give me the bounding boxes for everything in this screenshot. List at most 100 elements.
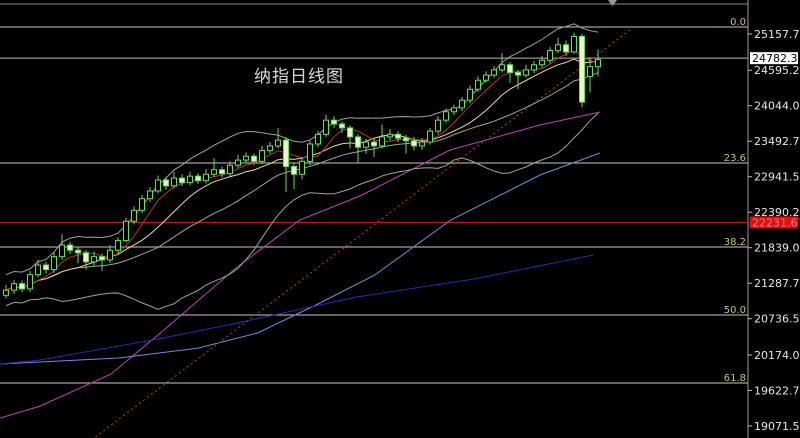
candle-body[interactable] bbox=[203, 173, 209, 182]
candle-body[interactable] bbox=[27, 274, 33, 290]
candle-body[interactable] bbox=[171, 177, 177, 187]
candle-body[interactable] bbox=[75, 249, 81, 254]
candle-body[interactable] bbox=[235, 159, 241, 166]
candle-body[interactable] bbox=[491, 69, 497, 76]
candle-body[interactable] bbox=[51, 256, 57, 271]
candle-body[interactable] bbox=[195, 175, 201, 182]
candle-body[interactable] bbox=[59, 244, 65, 258]
candle-body[interactable] bbox=[91, 256, 97, 263]
candle-body[interactable] bbox=[299, 160, 305, 175]
y-tick-label: 22390.25 bbox=[754, 206, 800, 219]
candle-body[interactable] bbox=[19, 283, 25, 290]
red-level-label: 22231.67 bbox=[752, 216, 800, 229]
candle-body[interactable] bbox=[523, 69, 529, 76]
current-price-label: 24782.33 bbox=[752, 52, 800, 65]
y-tick-label: 21839.00 bbox=[754, 242, 800, 255]
candle-body[interactable] bbox=[275, 139, 281, 147]
candle-body[interactable] bbox=[187, 175, 193, 184]
candle-body[interactable] bbox=[515, 71, 521, 76]
candle-body[interactable] bbox=[323, 119, 329, 135]
y-tick-label: 23492.75 bbox=[754, 135, 800, 148]
candle-body[interactable] bbox=[123, 220, 129, 242]
moving-average-line bbox=[0, 152, 601, 365]
fib-level-label: 38.2 bbox=[724, 237, 746, 248]
candle-body[interactable] bbox=[395, 133, 401, 139]
candle-body[interactable] bbox=[227, 164, 233, 175]
candle-body[interactable] bbox=[379, 136, 385, 147]
candle-body[interactable] bbox=[363, 141, 369, 148]
candle-body[interactable] bbox=[427, 130, 433, 143]
y-tick-label: 20174.00 bbox=[754, 349, 800, 362]
shift-marker-icon[interactable] bbox=[608, 0, 617, 6]
candle-body[interactable] bbox=[251, 155, 257, 162]
red-level-tag bbox=[750, 216, 798, 229]
candle-body[interactable] bbox=[131, 209, 137, 222]
candle-body[interactable] bbox=[467, 88, 473, 101]
candle-body[interactable] bbox=[347, 127, 353, 138]
candle-body[interactable] bbox=[219, 169, 225, 175]
fib-level-label: 0.0 bbox=[730, 17, 746, 28]
candle-body[interactable] bbox=[339, 123, 345, 129]
candle-body[interactable] bbox=[595, 59, 601, 68]
candle-body[interactable] bbox=[579, 35, 585, 103]
candle-body[interactable] bbox=[99, 256, 105, 261]
candle-body[interactable] bbox=[283, 139, 289, 168]
candle-body[interactable] bbox=[259, 149, 265, 162]
candle-body[interactable] bbox=[35, 264, 41, 276]
candle-body[interactable] bbox=[139, 198, 145, 211]
candle-body[interactable] bbox=[211, 169, 217, 175]
candle-body[interactable] bbox=[451, 107, 457, 113]
candle-body[interactable] bbox=[163, 179, 169, 187]
candle-body[interactable] bbox=[499, 64, 505, 71]
candle-body[interactable] bbox=[243, 155, 249, 161]
candle-body[interactable] bbox=[67, 244, 73, 251]
fib-level-label: 23.6 bbox=[724, 153, 746, 164]
candle-body[interactable] bbox=[475, 79, 481, 90]
candle-body[interactable] bbox=[107, 249, 113, 261]
candle-body[interactable] bbox=[115, 240, 121, 251]
chart-title: 纳指日线图 bbox=[254, 67, 344, 86]
candle-body[interactable] bbox=[267, 145, 273, 151]
candle-body[interactable] bbox=[355, 136, 361, 148]
candle-body[interactable] bbox=[387, 133, 393, 138]
moving-average-line bbox=[0, 111, 601, 419]
candle-body[interactable] bbox=[83, 252, 89, 263]
candle-body[interactable] bbox=[11, 283, 17, 291]
candle-body[interactable] bbox=[179, 177, 185, 184]
candle-body[interactable] bbox=[403, 137, 409, 142]
candle-body[interactable] bbox=[539, 59, 545, 66]
candle-body[interactable] bbox=[291, 166, 297, 175]
candle-body[interactable] bbox=[531, 64, 537, 71]
candle-body[interactable] bbox=[331, 119, 337, 125]
candle-body[interactable] bbox=[459, 99, 465, 109]
current-price-tag bbox=[750, 52, 798, 65]
moving-average-line bbox=[0, 254, 594, 365]
candle-body[interactable] bbox=[507, 64, 513, 73]
candle-body[interactable] bbox=[547, 50, 553, 61]
trendline-dashed[interactable] bbox=[95, 29, 631, 438]
y-tick-label: 24595.25 bbox=[754, 64, 800, 77]
candle-body[interactable] bbox=[411, 140, 417, 147]
candle-body[interactable] bbox=[563, 44, 569, 53]
candle-body[interactable] bbox=[147, 190, 153, 200]
y-tick-label: 20736.50 bbox=[754, 313, 800, 326]
candle-body[interactable] bbox=[155, 179, 161, 192]
candle-body[interactable] bbox=[315, 133, 321, 145]
candle-body[interactable] bbox=[587, 66, 593, 77]
candle-body[interactable] bbox=[435, 119, 441, 132]
candle-body[interactable] bbox=[443, 111, 449, 121]
candle-body[interactable] bbox=[3, 289, 9, 296]
candle-body[interactable] bbox=[419, 141, 425, 147]
y-tick-label: 24044.00 bbox=[754, 100, 800, 113]
candle-body[interactable] bbox=[43, 264, 49, 271]
candle-body[interactable] bbox=[371, 141, 377, 147]
y-tick-label: 19071.50 bbox=[754, 420, 800, 433]
fib-level-label: 61.8 bbox=[724, 373, 746, 384]
y-tick-label: 22941.50 bbox=[754, 171, 800, 184]
fib-level-label: 50.0 bbox=[724, 305, 746, 316]
candle-body[interactable] bbox=[483, 74, 489, 81]
candle-body[interactable] bbox=[571, 35, 577, 53]
candle-body[interactable] bbox=[555, 44, 561, 52]
candle-body[interactable] bbox=[307, 143, 313, 162]
